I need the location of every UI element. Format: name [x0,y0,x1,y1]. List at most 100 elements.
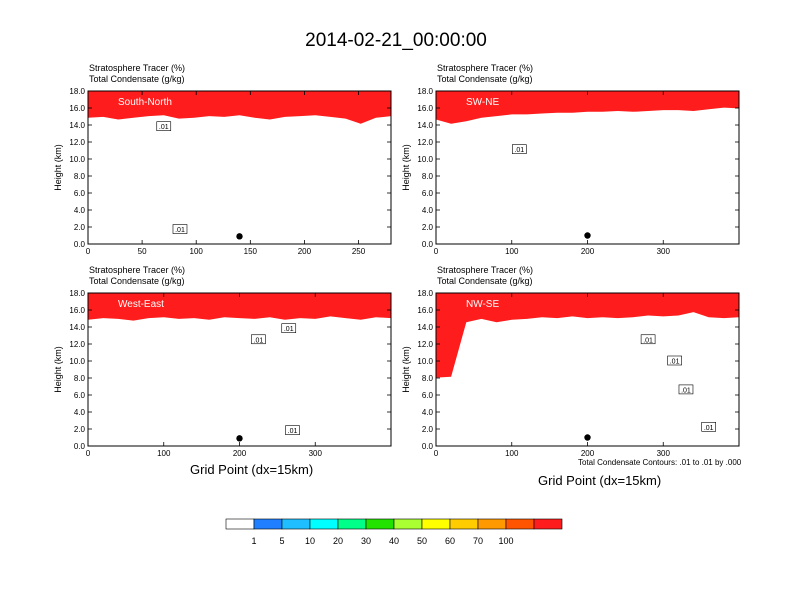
colorbar-swatch [281,518,311,530]
contour-label-box [667,355,682,366]
x-tick-label: 200 [581,247,595,256]
x-tick-label: 300 [657,449,671,458]
contour-label: .01 [704,425,714,432]
contour-label-box [172,224,188,234]
y-tick-label: 2.0 [74,223,86,232]
contour-note: Total Condensate Contours: .01 to .01 by… [578,458,742,467]
y-tick-label: 16.0 [69,104,85,113]
figure-title: 2014-02-21_00:00:00 [305,30,487,51]
y-tick-label: 4.0 [422,408,434,417]
colorbar-swatch [225,518,255,530]
colorbar-label: 30 [361,536,371,546]
contour-label: .01 [288,428,298,435]
tracer-subtitle: Stratosphere Tracer (%) [89,63,186,73]
condensate-subtitle: Total Condensate (g/kg) [89,74,185,84]
colorbar-swatch [309,518,339,530]
colorbar: 1 5 10 20 30 40 50 60 70 100 [225,518,563,546]
x-tick-label: 100 [505,449,519,458]
x-tick-label: 100 [505,247,519,256]
y-tick-label: 0.0 [74,240,86,249]
tracer-band [88,293,391,321]
x-tick-label: 250 [352,247,366,256]
contour-label-box [156,121,172,131]
y-axis-label: Height (km) [401,346,411,393]
contour-label: .01 [514,147,524,154]
x-tick-label: 100 [157,449,171,458]
y-tick-label: 6.0 [422,391,434,400]
x-tick-label: 300 [657,247,671,256]
y-tick-label: 2.0 [422,223,434,232]
y-tick-label: 2.0 [74,425,86,434]
x-tick-label: 100 [190,247,204,256]
y-tick-label: 18.0 [417,289,433,298]
panel-label: NW-SE [466,299,499,310]
y-tick-label: 16.0 [417,104,433,113]
colorbar-label: 20 [333,536,343,546]
x-axis-label-left: Grid Point (dx=15km) [190,462,314,477]
colorbar-swatch [533,518,563,530]
tracer-field [436,91,739,124]
y-tick-label: 0.0 [74,442,86,451]
y-tick-label: 10.0 [69,155,85,164]
y-tick-label: 12.0 [417,340,433,349]
y-tick-label: 18.0 [69,87,85,96]
x-tick-label: 300 [309,449,323,458]
contour-label: .01 [175,227,185,234]
tracer-band [88,91,391,124]
panel-label: South-North [118,97,172,108]
y-axis-label: Height (km) [401,144,411,191]
y-tick-label: 10.0 [417,357,433,366]
colorbar-label: 50 [417,536,427,546]
condensate-subtitle: Total Condensate (g/kg) [437,74,533,84]
colorbar-label: 1 [251,536,256,546]
y-tick-label: 14.0 [69,323,85,332]
colorbar-swatch [449,518,479,530]
panel3-subtitle: Stratosphere Tracer (%) Total Condensate… [89,265,185,287]
x-tick-label: 200 [581,449,595,458]
contour-label: .01 [681,387,691,394]
y-tick-label: 6.0 [74,189,86,198]
contour-label: .01 [284,326,294,333]
tracer-field [436,293,739,378]
y-tick-label: 8.0 [422,374,434,383]
colorbar-swatch [365,518,395,530]
contour-label: .01 [159,124,169,131]
tracer-band [436,91,739,124]
tracer-subtitle: Stratosphere Tracer (%) [437,63,534,73]
colorbar-swatch [337,518,367,530]
y-tick-label: 14.0 [417,121,433,130]
y-tick-label: 18.0 [69,289,85,298]
y-axis-label: Height (km) [53,144,63,191]
location-marker [236,435,243,442]
y-tick-label: 14.0 [417,323,433,332]
y-tick-label: 8.0 [74,374,86,383]
y-tick-label: 10.0 [69,357,85,366]
x-axis-label-right: Grid Point (dx=15km) [538,473,662,488]
x-tick-label: 0 [434,247,439,256]
colorbar-swatch [505,518,535,530]
contour-label-box [512,144,527,154]
contour-label: .01 [254,337,264,344]
y-axis-label: Height (km) [53,346,63,393]
colorbar-swatch [393,518,423,530]
contour-label: .01 [643,337,653,344]
y-tick-label: 6.0 [74,391,86,400]
colorbar-label: 5 [279,536,284,546]
y-tick-label: 4.0 [74,206,86,215]
colorbar-label: 70 [473,536,483,546]
contour-label-box [640,334,656,345]
panel2-subtitle: Stratosphere Tracer (%) Total Condensate… [437,63,533,85]
panel1-subtitle: Stratosphere Tracer (%) Total Condensate… [89,63,185,85]
cross-section-panel: 0.0 2.0 4.0 6.0 8.0 10.0 12.0 14.0 16.0 18.0 0 50 10… [53,87,392,256]
y-tick-label: 18.0 [417,87,433,96]
y-tick-label: 12.0 [69,138,85,147]
location-marker [584,232,591,239]
contour-label-box [678,384,694,395]
colorbar-label: 10 [305,536,315,546]
y-tick-label: 4.0 [74,408,86,417]
cross-section-panel: 0.0 2.0 4.0 6.0 8.0 10.0 12.0 14.0 16.0 18.0 0 100 2… [53,289,392,458]
x-tick-label: 150 [244,247,258,256]
location-marker [236,233,243,240]
x-tick-label: 50 [138,247,147,256]
y-tick-label: 6.0 [422,189,434,198]
